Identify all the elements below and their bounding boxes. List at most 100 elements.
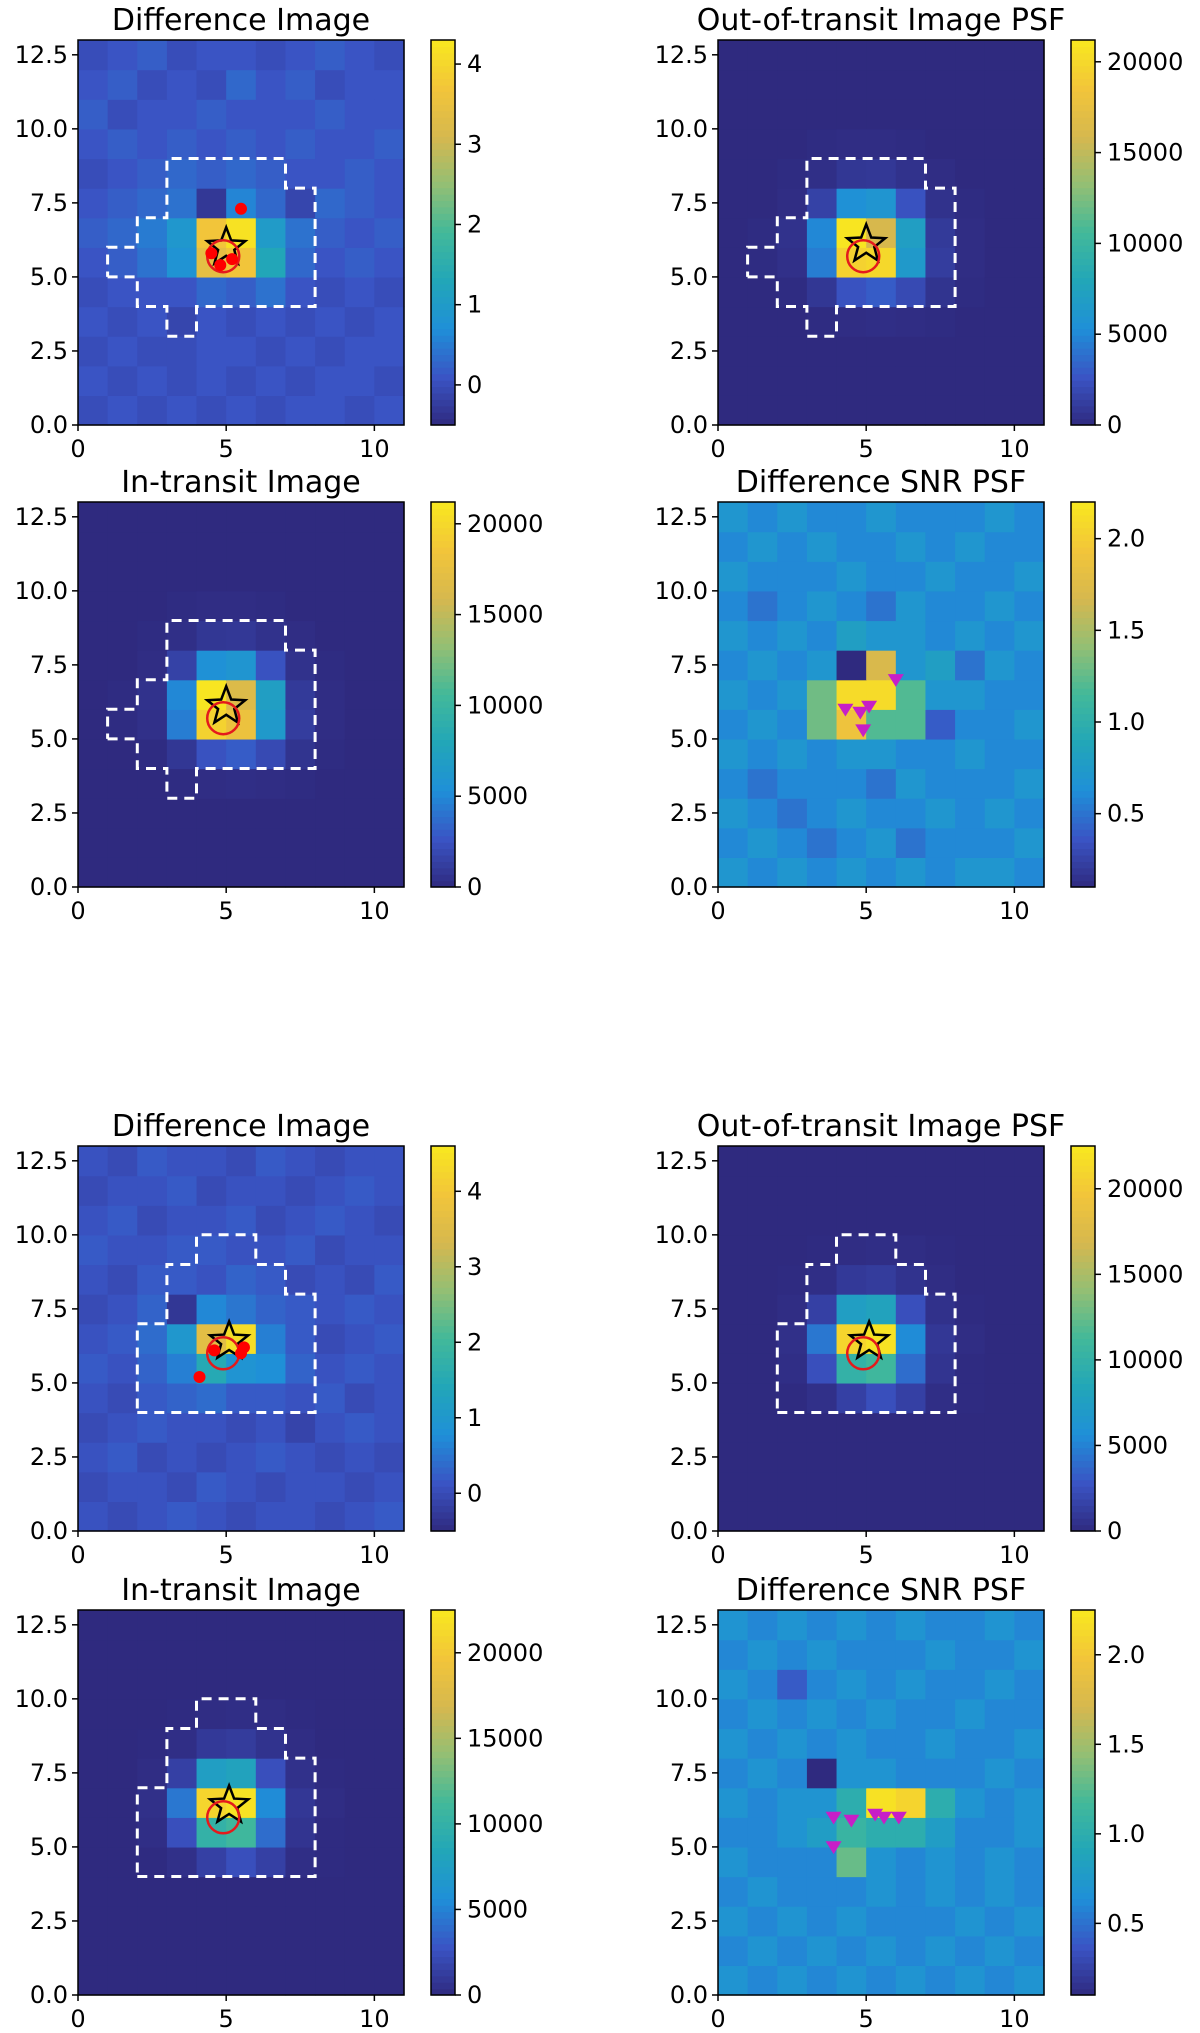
heatmap-cell <box>166 1610 198 1641</box>
heatmap-cell <box>718 1323 749 1354</box>
heatmap-cell <box>226 1234 257 1266</box>
heatmap-cell <box>806 1412 838 1443</box>
heatmap-cell <box>1014 1234 1045 1266</box>
heatmap-cell <box>315 679 346 710</box>
heatmap-cell <box>777 1846 808 1878</box>
colorbar-segment <box>431 380 455 388</box>
colorbar-segment <box>431 1447 455 1455</box>
heatmap-cell <box>226 1471 257 1502</box>
heatmap-cell <box>895 1353 927 1384</box>
colorbar-segment <box>431 733 455 741</box>
panel-title: Out-of-transit Image PSF <box>697 1109 1066 1144</box>
colorbar-segment <box>1071 52 1095 60</box>
colorbar-segment <box>1071 1751 1095 1759</box>
y-tick-label: 10.0 <box>655 115 708 143</box>
heatmap-cell <box>285 1935 316 1966</box>
heatmap-cell <box>1014 365 1045 396</box>
heatmap-cell <box>285 1442 316 1473</box>
colorbar-segment <box>431 405 455 413</box>
colorbar-segment <box>431 1802 455 1810</box>
heatmap-cell <box>955 679 986 710</box>
heatmap-cell <box>374 1382 405 1414</box>
heatmap-cell <box>255 502 287 533</box>
heatmap-cell <box>955 188 986 219</box>
heatmap-cell <box>955 1758 986 1789</box>
heatmap-cell <box>806 620 838 651</box>
y-tick-label: 0.0 <box>670 1517 708 1545</box>
colorbar-segment <box>431 1293 455 1301</box>
heatmap-cell <box>78 158 109 189</box>
heatmap-cell <box>285 1817 316 1848</box>
heatmap-cell <box>836 798 867 829</box>
colorbar-segment <box>1071 271 1095 279</box>
heatmap-cell <box>836 306 867 337</box>
colorbar-segment <box>1071 232 1095 240</box>
heatmap-cell <box>344 1175 375 1206</box>
colorbar-segment <box>1071 880 1095 888</box>
colorbar-segment <box>1071 84 1095 92</box>
heatmap-cell <box>107 709 138 740</box>
heatmap-cell <box>925 738 956 770</box>
heatmap-cell <box>806 128 838 160</box>
heatmap-cell <box>196 1382 227 1414</box>
heatmap-cell <box>895 1669 927 1700</box>
heatmap-cell <box>777 1817 808 1848</box>
colorbar-segment <box>1071 1674 1095 1682</box>
heatmap-cell <box>255 395 287 426</box>
colorbar-segment <box>1071 258 1095 266</box>
heatmap-cell <box>806 1669 838 1700</box>
heatmap-cell <box>166 679 198 710</box>
heatmap-cell <box>166 1234 198 1266</box>
heatmap-cell <box>226 1175 257 1206</box>
heatmap-cell <box>255 1787 287 1818</box>
heatmap-cell <box>955 768 986 799</box>
centroid-dot-marker <box>226 253 239 266</box>
heatmap-cell <box>836 1501 867 1532</box>
colorbar-segment <box>431 758 455 766</box>
heatmap-cell <box>226 1965 257 1996</box>
heatmap-cell <box>255 1205 287 1236</box>
heatmap-cell <box>895 1876 927 1907</box>
heatmap-cell <box>374 99 405 130</box>
colorbar-segment <box>431 874 455 882</box>
colorbar-segment <box>431 1466 455 1474</box>
colorbar-segment <box>1071 1930 1095 1938</box>
heatmap-cell <box>984 1146 1015 1177</box>
colorbar-segment <box>1071 155 1095 163</box>
heatmap-cell <box>344 247 375 278</box>
heatmap-cell <box>255 650 287 681</box>
heatmap-cell <box>806 1758 838 1789</box>
heatmap-cell <box>836 650 867 681</box>
heatmap-cell <box>866 1935 897 1966</box>
heatmap-cell <box>137 1501 168 1532</box>
heatmap-cell <box>107 336 138 367</box>
colorbar-segment <box>431 1171 455 1179</box>
colorbar-segment <box>1071 1693 1095 1701</box>
heatmap-cell <box>78 1817 109 1848</box>
colorbar-segment <box>1071 335 1095 343</box>
heatmap-cell <box>78 531 109 562</box>
heatmap-cell <box>226 128 257 160</box>
colorbar-segment <box>431 1860 455 1868</box>
colorbar-segment <box>1071 566 1095 574</box>
colorbar-segment <box>1071 283 1095 291</box>
heatmap-cell <box>315 395 346 426</box>
heatmap-cell <box>1014 827 1045 858</box>
heatmap-cell <box>984 1294 1015 1325</box>
heatmap-cell <box>374 1787 405 1818</box>
colorbar-segment <box>1071 1982 1095 1990</box>
heatmap-cell <box>374 502 405 533</box>
colorbar-segment <box>1071 1223 1095 1231</box>
heatmap-cell <box>166 188 198 219</box>
heatmap-cell <box>747 336 778 367</box>
heatmap-cell <box>107 531 138 562</box>
heatmap-cell <box>1014 1382 1045 1414</box>
heatmap-cell <box>285 1501 316 1532</box>
heatmap-cell <box>955 1669 986 1700</box>
heatmap-cell <box>255 679 287 710</box>
colorbar-segment <box>431 514 455 522</box>
colorbar-tick-label: 0.5 <box>1107 800 1145 828</box>
heatmap-cell <box>374 1146 405 1177</box>
heatmap-cell <box>166 1698 198 1730</box>
